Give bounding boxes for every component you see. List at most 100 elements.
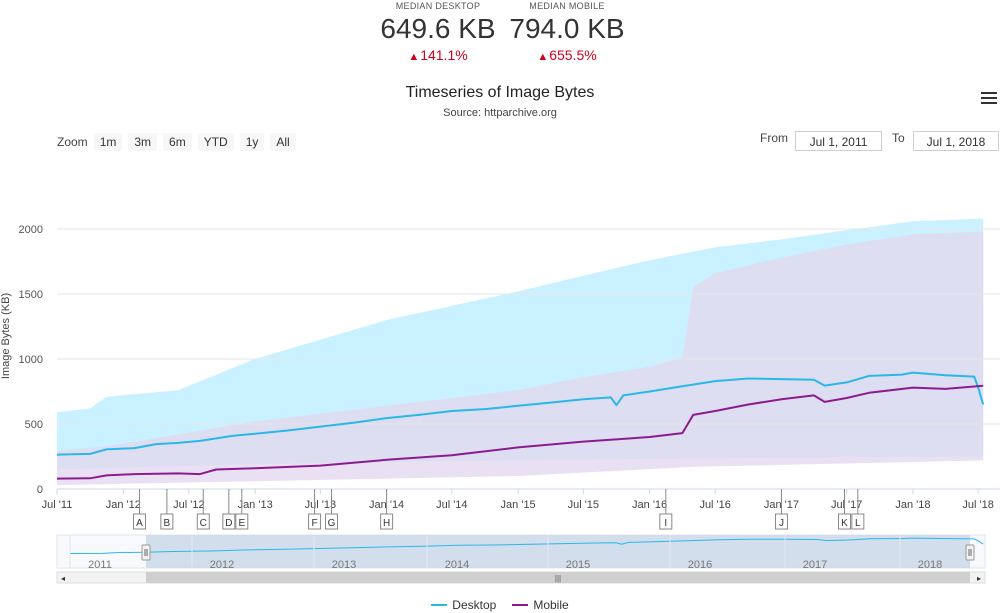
y-tick-label: 1500 (19, 289, 43, 301)
navigator-year-label: 2018 (918, 559, 942, 571)
x-tick-label: Jul '17 (831, 499, 862, 511)
series-lines (56, 371, 985, 480)
flag-box[interactable] (235, 513, 249, 530)
flag-box[interactable] (774, 513, 788, 530)
range-to-input[interactable]: Jul 1, 2018 (913, 131, 999, 151)
flag-box[interactable] (222, 513, 236, 530)
x-tick-label: Jul '16 (699, 499, 730, 511)
median-mobile-change-value: 655.5% (549, 47, 597, 63)
x-tick-label: Jan '15 (501, 499, 536, 511)
zoom-1y-button[interactable]: 1y (239, 133, 265, 151)
y-tick-label: 0 (37, 484, 43, 496)
navigator-scrollbar-thumb[interactable] (146, 572, 970, 583)
flag-label: L (855, 518, 861, 529)
scroll-right-arrow-icon[interactable]: ▸ (977, 574, 981, 583)
navigator-year-label: 2015 (566, 559, 590, 571)
legend-desktop-swatch (431, 604, 448, 606)
navigator-year-label: 2014 (445, 559, 469, 571)
x-tick-label: Jan '18 (895, 499, 930, 511)
legend-desktop-label: Desktop (452, 598, 497, 612)
flag-box[interactable] (838, 513, 852, 530)
chart-subtitle: Source: httparchive.org (443, 107, 557, 119)
flag-label: G (328, 518, 336, 529)
median-desktop-label: MEDIAN DESKTOP (395, 1, 481, 11)
flag-label: A (136, 518, 143, 529)
median-desktop-stat: MEDIAN DESKTOP 649.6 KB ▲141.1% (358, 0, 518, 63)
navigator-year-label: 2011 (88, 559, 112, 571)
legend-item-desktop[interactable]: Desktop (431, 598, 496, 612)
flag-label: J (779, 518, 784, 529)
band-mobile (57, 231, 984, 486)
navigator-series-line (69, 537, 984, 554)
flag-label: F (312, 518, 318, 529)
median-mobile-label: MEDIAN MOBILE (529, 1, 605, 11)
zoom-controls: Zoom 1m 3m 6m YTD 1y All (57, 132, 302, 152)
flag-label: B (164, 518, 171, 529)
median-stats: MEDIAN DESKTOP 649.6 KB ▲141.1% MEDIAN M… (0, 0, 1000, 70)
flag-label: I (664, 518, 667, 529)
flag-label: C (200, 518, 207, 529)
flag-box[interactable] (308, 513, 322, 530)
range-from-input[interactable]: Jul 1, 2011 (795, 131, 882, 151)
flag-box[interactable] (160, 513, 174, 530)
median-desktop-change-value: 141.1% (420, 47, 468, 63)
legend-mobile-swatch (512, 604, 529, 606)
y-axis-title: Image Bytes (KB) (0, 293, 12, 379)
scrollbar-grip-icon: ||| (555, 574, 561, 583)
zoom-ytd-button[interactable]: YTD (197, 133, 234, 151)
hamburger-menu-icon[interactable] (981, 92, 997, 104)
zoom-all-button[interactable]: All (270, 133, 296, 151)
zoom-3m-button[interactable]: 3m (128, 133, 158, 151)
flag-box[interactable] (851, 513, 865, 530)
median-desktop-value: 649.6 KB (380, 13, 496, 44)
navigator-year-label: 2016 (688, 559, 712, 571)
up-triangle-icon: ▲ (537, 51, 549, 63)
x-tick-label: Jan '16 (632, 499, 667, 511)
x-tick-label: Jan '13 (238, 499, 273, 511)
x-tick-label: Jan '12 (106, 499, 141, 511)
percentile-bands (57, 218, 984, 486)
flag-box[interactable] (325, 513, 339, 530)
up-triangle-icon: ▲ (408, 51, 420, 63)
median-mobile-change: ▲655.5% (487, 47, 647, 63)
flag-box[interactable] (380, 513, 394, 530)
zoom-label: Zoom (57, 135, 88, 149)
zoom-6m-button[interactable]: 6m (163, 133, 192, 151)
y-axis: 0 500 1000 1500 2000 (19, 224, 43, 496)
zoom-1m-button[interactable]: 1m (93, 133, 123, 151)
series-line-mobile[interactable] (56, 384, 984, 480)
navigator-year-label: 2012 (210, 559, 234, 571)
x-tick-label: Jul '11 (42, 499, 73, 511)
x-axis: Jul '11 Jan '12 Jul '12 Jan '13 Jul '13 Jan '… (42, 488, 1000, 511)
x-tick-label: Jul '15 (568, 499, 599, 511)
flag-box[interactable] (196, 513, 210, 530)
y-tick-label: 500 (25, 419, 43, 431)
x-tick-label: Jul '14 (436, 499, 467, 511)
navigator-year-label: 2013 (332, 559, 356, 571)
navigator-right-handle[interactable] (965, 544, 975, 561)
chart-title: Timeseries of Image Bytes (405, 84, 595, 101)
range-navigator: 2011 2012 2013 2014 2015 2016 2017 2018 ◂ ▸ ||| (56, 534, 986, 584)
flag-label: K (841, 518, 848, 529)
chart-legend: Desktop Mobile (0, 598, 1000, 612)
x-tick-label: Jul '12 (173, 499, 204, 511)
series-line-desktop[interactable] (56, 371, 985, 456)
median-mobile-value: 794.0 KB (509, 13, 625, 44)
legend-mobile-label: Mobile (533, 598, 569, 612)
range-to-label: To (892, 131, 905, 145)
flag-label: E (238, 518, 245, 529)
median-desktop-change: ▲141.1% (358, 47, 518, 63)
image-bytes-chart: 0 500 1000 1500 2000 Image Bytes (KB) Jul '1… (0, 218, 1000, 584)
flag-label: H (383, 518, 390, 529)
scroll-left-arrow-icon[interactable]: ◂ (61, 574, 65, 583)
x-tick-label: Jul '13 (305, 499, 336, 511)
navigator-left-handle[interactable] (141, 544, 151, 561)
flag-box[interactable] (659, 513, 673, 530)
range-from-label: From (760, 131, 788, 145)
flag-label: D (225, 518, 232, 529)
median-mobile-stat: MEDIAN MOBILE 794.0 KB ▲655.5% (487, 0, 647, 63)
flag-box[interactable] (132, 513, 146, 530)
legend-item-mobile[interactable]: Mobile (512, 598, 569, 612)
x-tick-label: Jul '18 (962, 499, 993, 511)
